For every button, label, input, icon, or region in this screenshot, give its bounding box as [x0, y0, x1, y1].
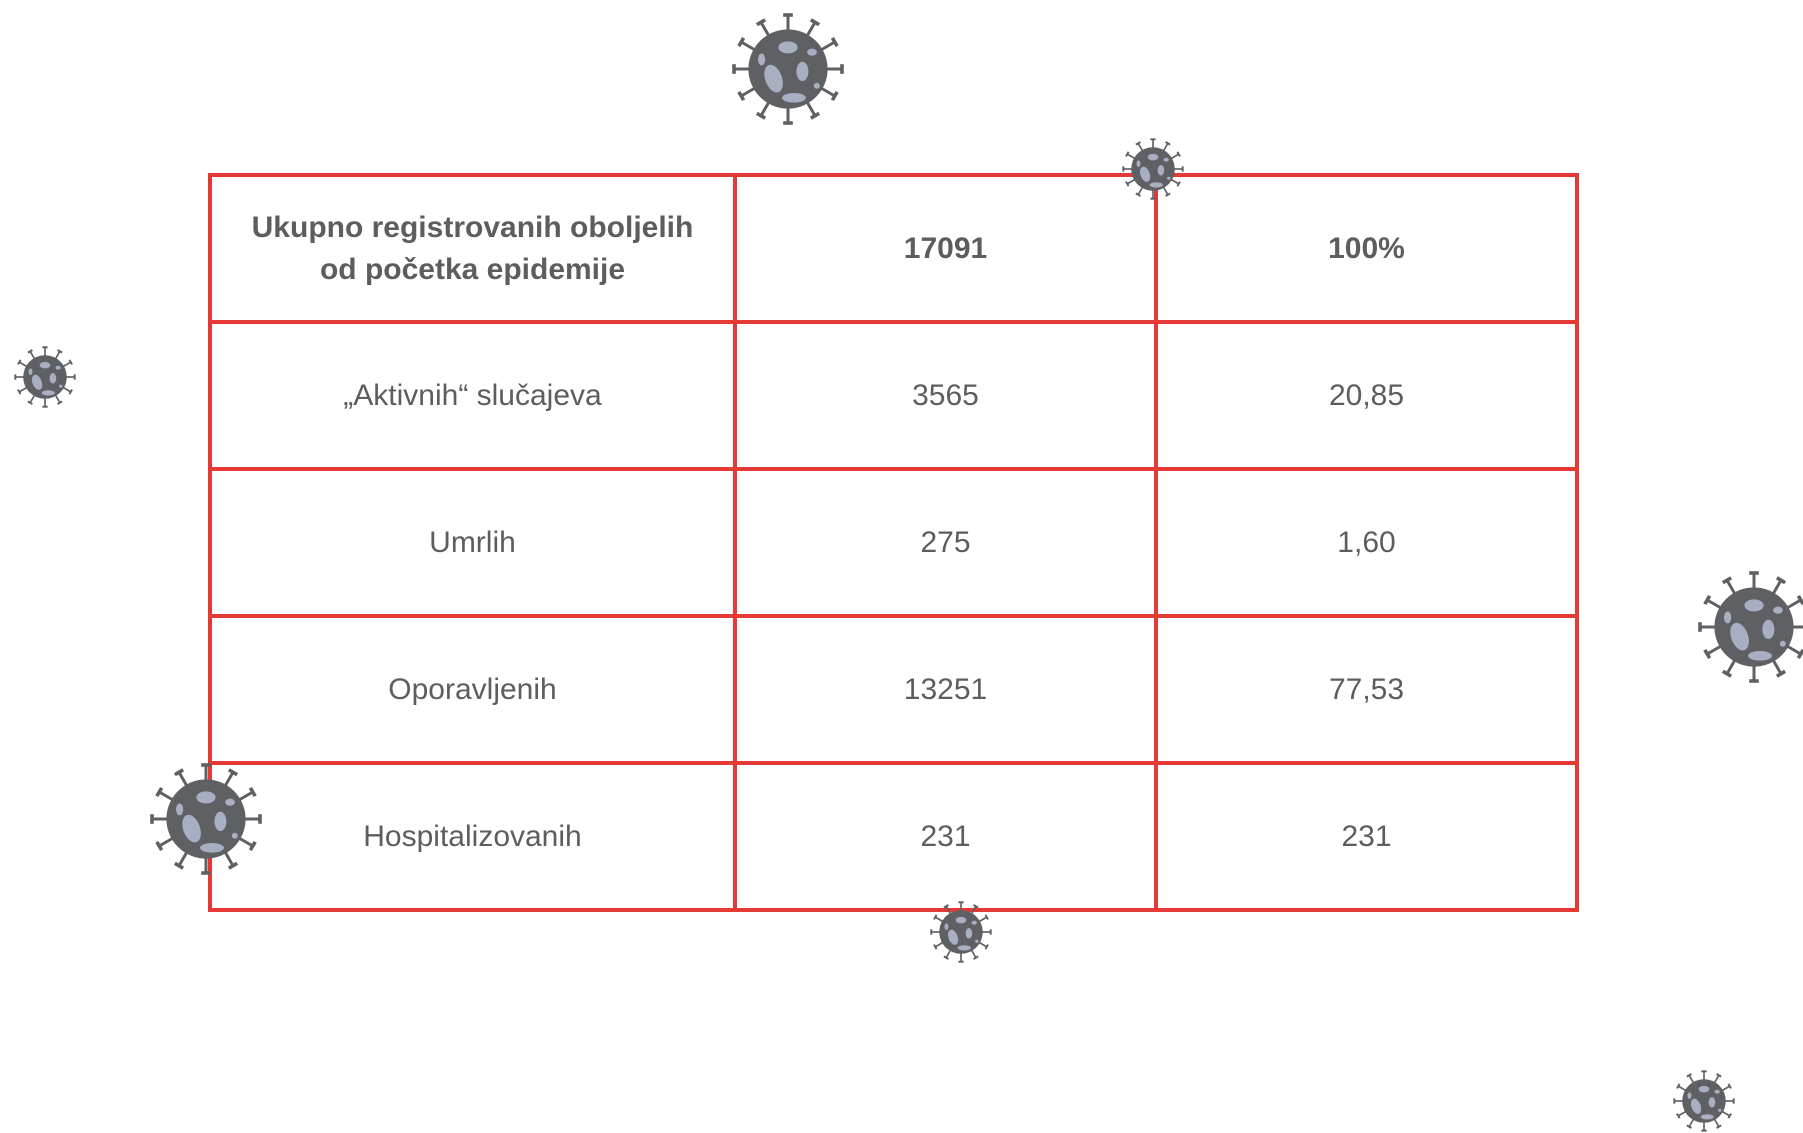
cell: 3565 [733, 320, 1158, 471]
cell: 17091 [733, 173, 1158, 324]
cell: Oporavljenih [208, 614, 737, 765]
cell: 100% [1154, 173, 1579, 324]
cell: 231 [733, 761, 1158, 912]
table-row: Oporavljenih 13251 77,53 [208, 614, 1579, 765]
cell: 275 [733, 467, 1158, 618]
table-row: Hospitalizovanih 231 231 [208, 761, 1579, 912]
virus-icon [1700, 573, 1803, 681]
cell: 20,85 [1154, 320, 1579, 471]
cell: Umrlih [208, 467, 737, 618]
virus-icon [15, 347, 74, 406]
cell: 1,60 [1154, 467, 1579, 618]
table-row: Ukupno registrovanih oboljelih od početk… [208, 173, 1579, 324]
virus-icon [734, 15, 842, 123]
cell: Hospitalizovanih [208, 761, 737, 912]
cell: 13251 [733, 614, 1158, 765]
virus-icon [1674, 1071, 1733, 1130]
cell: 231 [1154, 761, 1579, 912]
stats-table: Ukupno registrovanih oboljelih od početk… [208, 173, 1579, 912]
cell: 77,53 [1154, 614, 1579, 765]
table-row: „Aktivnih“ slučajeva 3565 20,85 [208, 320, 1579, 471]
table-row: Umrlih 275 1,60 [208, 467, 1579, 618]
cell: Ukupno registrovanih oboljelih od početk… [208, 173, 737, 324]
cell: „Aktivnih“ slučajeva [208, 320, 737, 471]
